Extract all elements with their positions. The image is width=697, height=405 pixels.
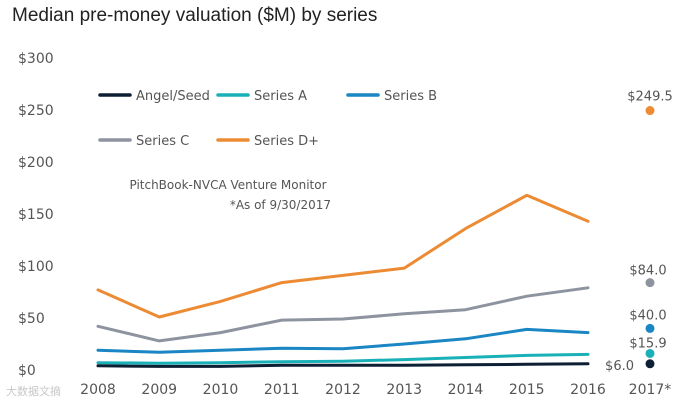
x-tick-label: 2013	[386, 382, 422, 398]
legend-label: Series A	[254, 89, 307, 104]
x-tick-label: 2009	[141, 382, 177, 398]
series-line-series-b	[96, 327, 590, 354]
2017-points: $249.5 $84.0 $40.0 $15.9 $6.0	[605, 90, 673, 374]
x-tick-label: 2016	[570, 382, 606, 398]
series-line-series-d-	[96, 193, 590, 319]
legend-label: Series D+	[254, 134, 319, 149]
x-tick-label: 2010	[203, 382, 239, 398]
x-tick-label: 2011	[264, 382, 300, 398]
x-axis: 2008 2009 2010 2011 2012 2013 2014 2015 2016 2017…	[80, 382, 671, 398]
point-2017	[645, 348, 655, 358]
y-tick-label: $150	[18, 207, 54, 223]
data-label-2017: $15.9	[629, 336, 666, 351]
y-tick-label: $100	[18, 259, 54, 275]
series-line-series-c	[96, 286, 590, 343]
data-label-2017: $40.0	[629, 308, 666, 323]
chart-title: Median pre-money valuation ($M) by serie…	[12, 5, 378, 26]
x-tick-label: 2015	[509, 382, 545, 398]
point-2017	[645, 323, 655, 333]
series-lines	[96, 193, 590, 368]
x-tick-label: 2014	[448, 382, 484, 398]
y-tick-label: $250	[18, 103, 54, 119]
data-label-2017: $84.0	[629, 264, 666, 279]
point-2017	[645, 106, 655, 116]
point-2017	[645, 278, 655, 288]
data-label-2017: $249.5	[627, 90, 673, 105]
series-line-series-a	[96, 352, 590, 365]
y-axis: $0 $50 $100 $150 $200 $250 $300	[18, 51, 54, 379]
x-tick-label: 2012	[325, 382, 361, 398]
x-tick-label-2017: 2017*	[629, 382, 672, 398]
legend-label: Series B	[384, 89, 437, 104]
series-line-angel-seed	[96, 362, 590, 368]
source-annotation: PitchBook-NVCA Venture Monitor *As of 9/…	[129, 178, 331, 212]
point-2017	[645, 359, 655, 369]
y-tick-label: $200	[18, 155, 54, 171]
annotation-source: PitchBook-NVCA Venture Monitor	[129, 178, 326, 192]
legend-label: Angel/Seed	[136, 89, 210, 104]
data-label-2017: $6.0	[605, 359, 634, 374]
y-tick-label: $300	[18, 51, 54, 67]
x-tick-label: 2008	[80, 382, 116, 398]
y-tick-label: $50	[18, 311, 45, 327]
annotation-date: *As of 9/30/2017	[230, 198, 331, 212]
watermark: 大数据文摘	[6, 386, 61, 398]
y-tick-label: $0	[18, 363, 36, 379]
legend: Angel/Seed Series A Series B Series C Series…	[98, 89, 437, 149]
legend-label: Series C	[136, 134, 189, 149]
